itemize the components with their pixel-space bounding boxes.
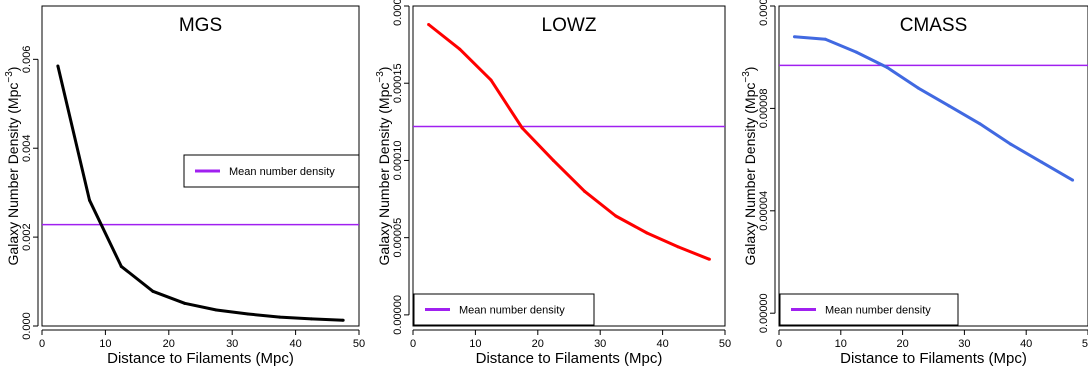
- data-point: [520, 126, 524, 130]
- x-tick-label: 30: [594, 338, 606, 350]
- series-line: [427, 23, 710, 261]
- data-point: [56, 64, 60, 68]
- legend-label: Mean number density: [229, 166, 335, 178]
- data-point: [676, 245, 680, 249]
- x-tick-label: 30: [226, 338, 238, 350]
- data-point: [1009, 142, 1013, 146]
- y-tick-label: 0.00000: [758, 293, 770, 333]
- y-tick-label: 0.00015: [392, 63, 404, 103]
- x-axis-title: Distance to Filaments (Mpc): [476, 350, 663, 367]
- legend-label: Mean number density: [825, 305, 931, 317]
- legend: Mean number density: [183, 154, 360, 188]
- data-point: [489, 78, 493, 82]
- x-tick-label: 40: [656, 338, 668, 350]
- x-tick-label: 20: [896, 338, 908, 350]
- x-tick-label: 50: [353, 338, 365, 350]
- data-point: [551, 158, 555, 162]
- x-tick-label: 10: [469, 338, 481, 350]
- data-point: [119, 264, 123, 268]
- y-tick-label: 0.004: [21, 134, 33, 162]
- legend-label: Mean number density: [459, 305, 565, 317]
- x-tick-label: 10: [99, 338, 111, 350]
- x-axis-title: Distance to Filaments (Mpc): [840, 350, 1027, 367]
- data-point: [885, 65, 889, 69]
- y-axis-title: Galaxy Number Density (Mpc−3): [741, 67, 758, 266]
- y-axis-title: Galaxy Number Density (Mpc−3): [375, 67, 392, 266]
- y-tick-label: 0.00012: [758, 0, 770, 26]
- y-tick-label: 0.00008: [758, 89, 770, 129]
- y-tick-label: 0.00005: [392, 218, 404, 258]
- data-point: [427, 23, 431, 27]
- x-tick-label: 50: [1082, 338, 1088, 350]
- y-tick-label: 0.00000: [392, 295, 404, 335]
- data-point: [341, 318, 345, 322]
- data-point: [916, 86, 920, 90]
- data-point: [88, 198, 92, 202]
- y-tick-label: 0.00004: [758, 191, 770, 231]
- x-tick-label: 20: [532, 338, 544, 350]
- chart-title: CMASS: [900, 15, 968, 36]
- x-tick-label: 0: [39, 338, 45, 350]
- x-tick-label: 40: [1020, 338, 1032, 350]
- legend: Mean number density: [413, 293, 595, 326]
- data-point: [978, 122, 982, 126]
- data-point: [823, 37, 827, 41]
- data-point: [246, 312, 250, 316]
- legend: Mean number density: [779, 293, 959, 326]
- data-point: [792, 35, 796, 39]
- chart-title: LOWZ: [542, 15, 597, 36]
- y-axis-title: Galaxy Number Density (Mpc−3): [4, 67, 21, 266]
- data-point: [151, 289, 155, 293]
- x-tick-label: 50: [719, 338, 731, 350]
- x-tick-label: 0: [410, 338, 416, 350]
- chart-panel-lowz: 0 10 20 30 40 50 Distance to Filaments (Mpc) 0.…: [375, 0, 731, 367]
- data-point: [1040, 160, 1044, 164]
- chart-panel-cmass: 0 10 20 30 40 50 Distance to Filaments (Mpc) 0.…: [741, 0, 1088, 367]
- data-point: [183, 301, 187, 305]
- series-line: [56, 65, 344, 322]
- data-point: [707, 257, 711, 261]
- data-point: [458, 47, 462, 51]
- x-tick-label: 10: [835, 338, 847, 350]
- x-tick-label: 40: [289, 338, 301, 350]
- chart-panel-mgs: 0 10 20 30 40 50 Distance to Filaments (Mpc) 0.…: [4, 5, 365, 367]
- plot-frame: [412, 5, 726, 327]
- plot-frame: [778, 5, 1088, 327]
- x-tick-label: 30: [958, 338, 970, 350]
- data-point: [645, 231, 649, 235]
- x-tick-label: 0: [776, 338, 782, 350]
- data-point: [278, 315, 282, 319]
- data-point: [214, 308, 218, 312]
- y-tick-label: 0.000: [21, 312, 33, 340]
- x-axis-title: Distance to Filaments (Mpc): [107, 350, 294, 367]
- x-tick-label: 20: [163, 338, 175, 350]
- y-tick-label: 0.00010: [392, 141, 404, 181]
- data-point: [854, 50, 858, 54]
- data-point: [1071, 178, 1075, 182]
- y-tick-label: 0.006: [21, 46, 33, 74]
- series-line: [794, 35, 1074, 182]
- legend-box: [413, 293, 595, 326]
- data-point: [309, 317, 313, 321]
- y-tick-label: 0.00020: [392, 0, 404, 26]
- data-point: [947, 104, 951, 108]
- data-point: [583, 189, 587, 193]
- chart-title: MGS: [179, 15, 222, 36]
- data-point: [614, 214, 618, 218]
- y-tick-label: 0.002: [21, 223, 33, 251]
